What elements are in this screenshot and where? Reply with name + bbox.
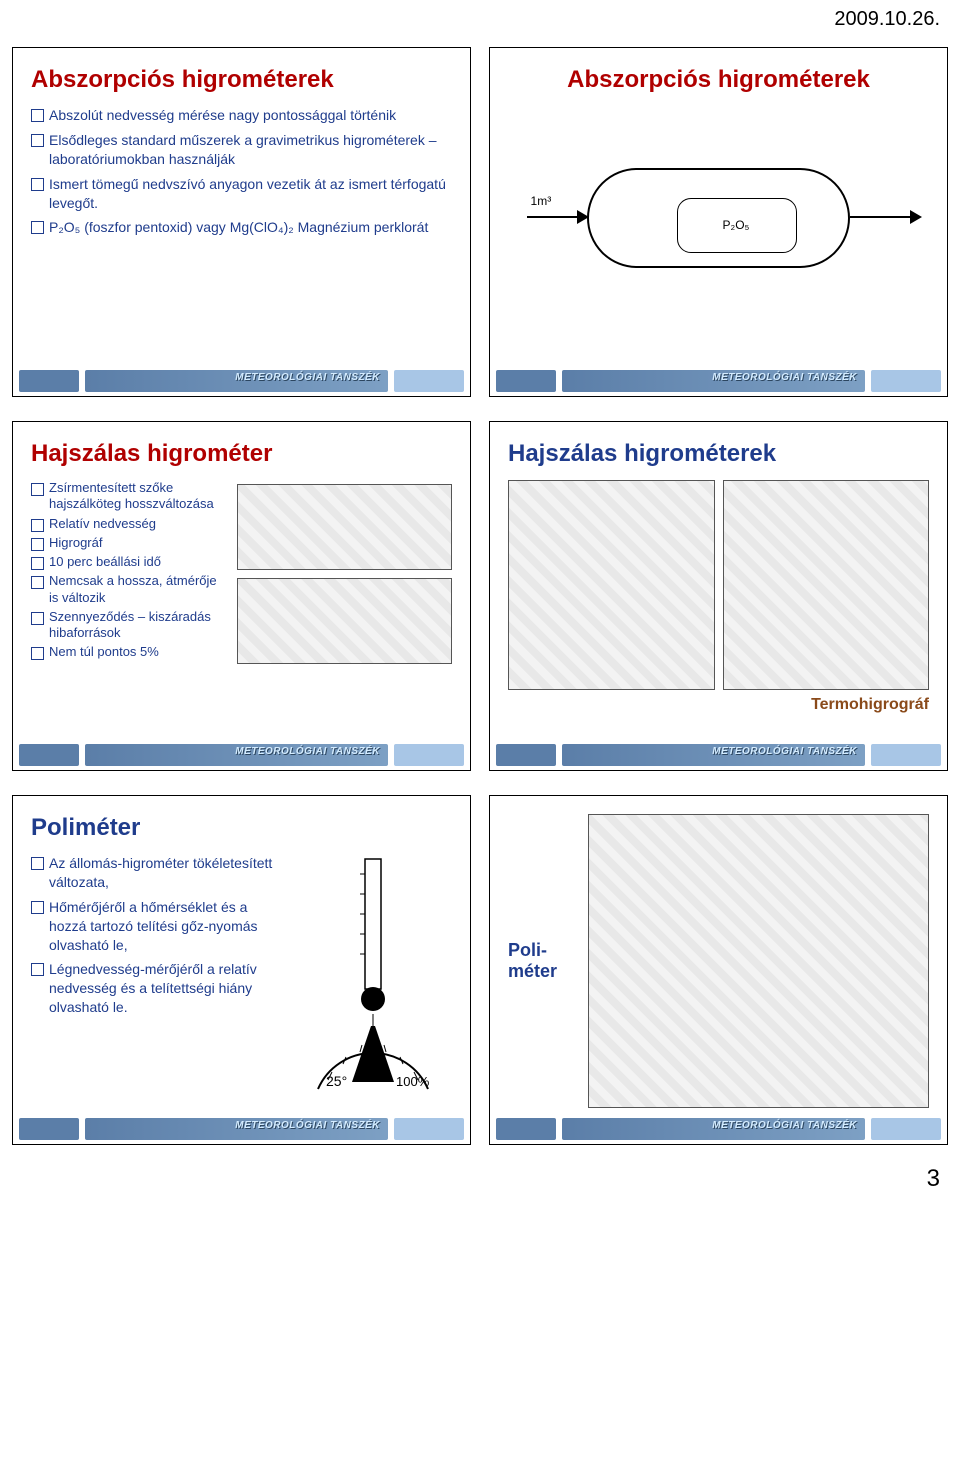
footer-logo-block: [496, 1118, 556, 1140]
higrometer-schematic-icon: [237, 484, 452, 570]
dial-right: 100%: [396, 1074, 430, 1089]
footer-strip: METEOROLÓGIAI TANSZÉK: [490, 366, 947, 396]
hair-hygrograph-figure: [237, 578, 452, 664]
page-number: 3: [0, 1145, 960, 1201]
list-item: Elsődleges standard műszerek a gravimetr…: [31, 131, 452, 169]
thermohygrograph-photo: [723, 480, 930, 690]
slide-6-label: Poli-méter: [508, 814, 578, 1108]
footer-logo-block: [19, 1118, 79, 1140]
footer-logo-block: [19, 744, 79, 766]
footer-brand-text: METEOROLÓGIAI TANSZÉK: [712, 1120, 857, 1131]
footer-end-block: [394, 1118, 464, 1140]
list-item: Zsírmentesített szőke hajszálköteg hossz…: [31, 480, 229, 513]
volume-label: 1m³: [531, 194, 552, 208]
list-item: Légnedvesség-mérőjéről a relatív nedvess…: [31, 960, 284, 1017]
slide-1-title: Abszorpciós higrométerek: [31, 66, 452, 94]
list-item: Szennyeződés – kiszáradás hibaforrások: [31, 609, 229, 642]
slide-grid: Abszorpciós higrométerek Abszolút nedves…: [0, 47, 960, 1145]
list-item: Nemcsak a hossza, átmérője is változik: [31, 573, 229, 606]
list-item: Az állomás-higrométer tökéletesített vál…: [31, 854, 284, 892]
compound-label: P₂O₅: [723, 218, 750, 232]
footer-strip: METEOROLÓGIAI TANSZÉK: [13, 366, 470, 396]
footer-brand-block: METEOROLÓGIAI TANSZÉK: [562, 744, 865, 766]
footer-brand-text: METEOROLÓGIAI TANSZÉK: [235, 746, 380, 757]
footer-brand-text: METEOROLÓGIAI TANSZÉK: [712, 746, 857, 757]
footer-strip: METEOROLÓGIAI TANSZÉK: [13, 1114, 470, 1144]
footer-end-block: [871, 370, 941, 392]
arrow-out-icon: [850, 212, 920, 222]
polimeter-figure: 25° 5° 100%: [294, 854, 452, 1104]
slide-3-figures: [237, 480, 452, 664]
dial-left: 25°: [326, 1073, 347, 1089]
list-item: P₂O₅ (foszfor pentoxid) vagy Mg(ClO₄)₂ M…: [31, 218, 452, 237]
slide-4-title: Hajszálas higrométerek: [508, 440, 929, 468]
footer-brand-block: METEOROLÓGIAI TANSZÉK: [85, 1118, 388, 1140]
dial-mid: 5°: [364, 1043, 377, 1059]
arrow-in-icon: [527, 212, 587, 222]
slide-6: Poli-méter METEOROLÓGIAI TANSZÉK: [489, 795, 948, 1145]
footer-strip: METEOROLÓGIAI TANSZÉK: [490, 1114, 947, 1144]
slide-2-title: Abszorpciós higrométerek: [508, 66, 929, 94]
footer-logo-block: [496, 370, 556, 392]
slide-1: Abszorpciós higrométerek Abszolút nedves…: [12, 47, 471, 397]
polimeter-photo: [588, 814, 929, 1108]
slide-4-images: [508, 480, 929, 690]
footer-brand-block: METEOROLÓGIAI TANSZÉK: [562, 370, 865, 392]
footer-logo-block: [496, 744, 556, 766]
slide-3-bullets: Zsírmentesített szőke hajszálköteg hossz…: [31, 480, 229, 664]
footer-end-block: [394, 370, 464, 392]
absorption-diagram: 1m³ P₂O₅: [527, 148, 911, 288]
footer-end-block: [871, 744, 941, 766]
slide-3: Hajszálas higrométer Zsírmentesített sző…: [12, 421, 471, 771]
slide-1-bullets: Abszolút nedvesség mérése nagy pontosság…: [31, 106, 452, 237]
slide-4: Hajszálas higrométerek Termohigrográf ME…: [489, 421, 948, 771]
footer-brand-text: METEOROLÓGIAI TANSZÉK: [235, 1120, 380, 1131]
list-item: Relatív nedvesség: [31, 516, 229, 532]
list-item: 10 perc beállási idő: [31, 554, 229, 570]
slide-5: Poliméter Az állomás-higrométer tökélete…: [12, 795, 471, 1145]
footer-brand-text: METEOROLÓGIAI TANSZÉK: [712, 372, 857, 383]
hygrometer-dial-photo: [508, 480, 715, 690]
list-item: Higrográf: [31, 535, 229, 551]
footer-brand-block: METEOROLÓGIAI TANSZÉK: [85, 370, 388, 392]
list-item: Nem túl pontos 5%: [31, 644, 229, 660]
slide-2: Abszorpciós higrométerek 1m³ P₂O₅ METEOR…: [489, 47, 948, 397]
footer-brand-block: METEOROLÓGIAI TANSZÉK: [85, 744, 388, 766]
slide-4-caption: Termohigrográf: [508, 696, 929, 714]
page-date: 2009.10.26.: [0, 0, 960, 47]
footer-brand-block: METEOROLÓGIAI TANSZÉK: [562, 1118, 865, 1140]
list-item: Abszolút nedvesség mérése nagy pontosság…: [31, 106, 452, 125]
slide-5-title: Poliméter: [31, 814, 452, 842]
footer-logo-block: [19, 370, 79, 392]
list-item: Ismert tömegű nedvszívó anyagon vezetik …: [31, 175, 452, 213]
list-item: Hőmérőjéről a hőmérséklet és a hozzá tar…: [31, 898, 284, 955]
footer-strip: METEOROLÓGIAI TANSZÉK: [13, 740, 470, 770]
slide-3-title: Hajszálas higrométer: [31, 440, 452, 468]
slide-5-bullets: Az állomás-higrométer tökéletesített vál…: [31, 854, 284, 1104]
footer-brand-text: METEOROLÓGIAI TANSZÉK: [235, 372, 380, 383]
footer-strip: METEOROLÓGIAI TANSZÉK: [490, 740, 947, 770]
footer-end-block: [394, 744, 464, 766]
footer-end-block: [871, 1118, 941, 1140]
polimeter-svg-icon: 25° 5° 100%: [298, 854, 448, 1104]
